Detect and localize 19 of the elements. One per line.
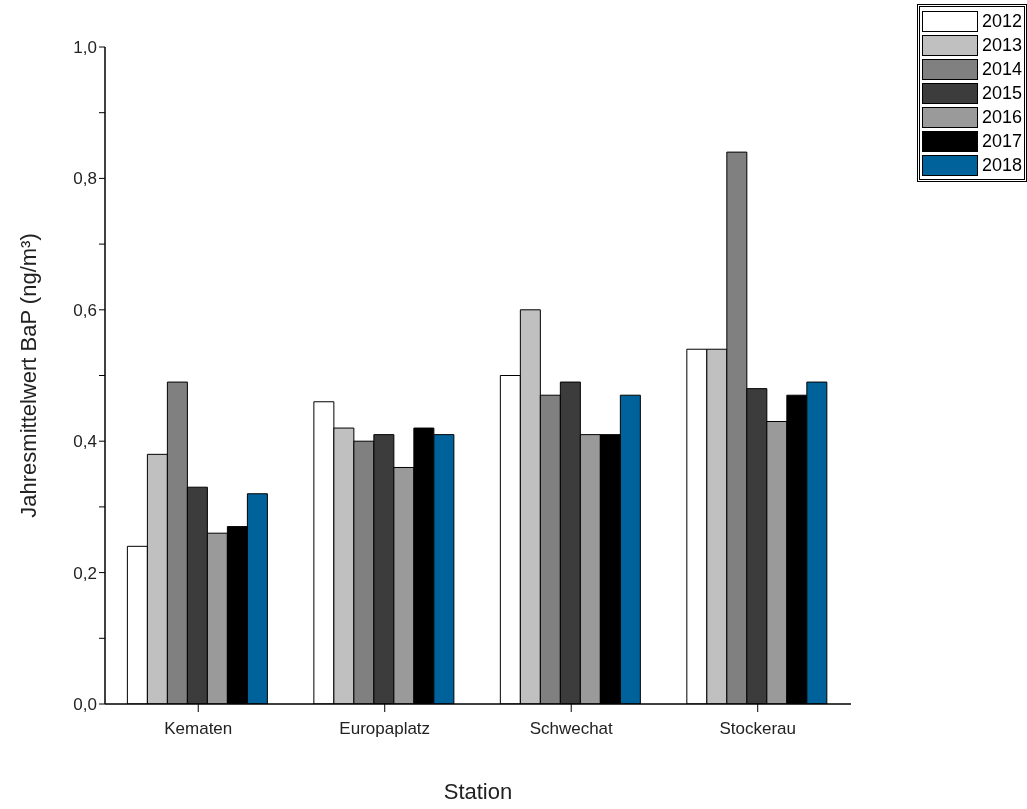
y-tick-label: 0,4: [73, 432, 97, 452]
legend-label: 2016: [981, 106, 1022, 128]
x-tick-label: Europaplatz: [339, 719, 431, 739]
y-tick-label: 0,2: [73, 563, 97, 583]
y-tick-label: 0,6: [73, 300, 97, 320]
legend-label: 2015: [981, 82, 1022, 104]
x-tick-label: Schwechat: [529, 719, 614, 739]
legend-label: 2018: [981, 154, 1022, 176]
legend-label: 2014: [981, 58, 1022, 80]
legend-label: 2012: [981, 10, 1022, 32]
y-tick-label: 1,0: [73, 38, 97, 58]
y-tick-label: 0,0: [73, 695, 97, 715]
legend-label: 2013: [981, 34, 1022, 56]
y-axis-title: Jahresmittelwert BaP (ng/m³): [15, 233, 41, 518]
y-tick-label: 0,8: [73, 169, 97, 189]
x-axis-title: Station: [443, 779, 513, 804]
x-tick-label: Stockerau: [719, 719, 796, 739]
legend-label: 2017: [981, 130, 1022, 152]
x-tick-label: Kematen: [164, 719, 233, 739]
